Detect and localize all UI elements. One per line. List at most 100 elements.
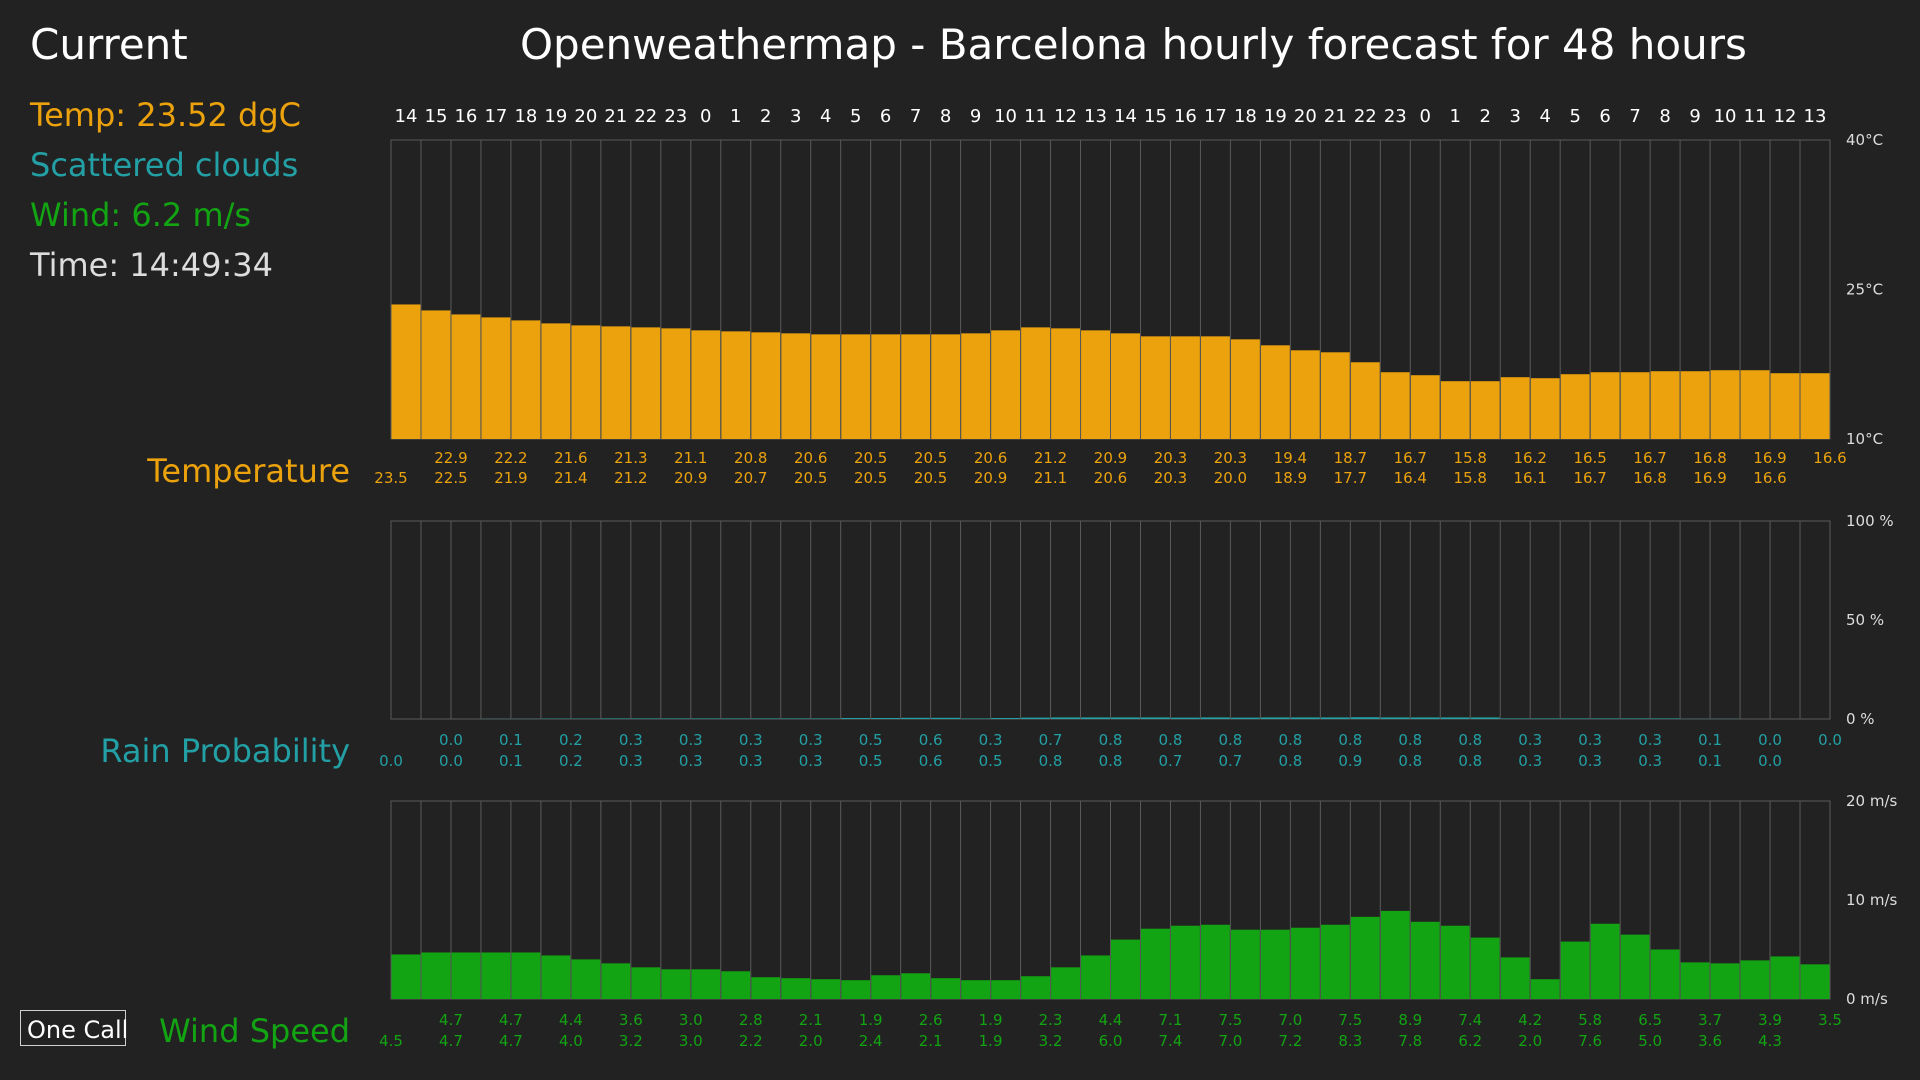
hour-label: 15 <box>425 106 448 127</box>
wind-value-label: 2.3 <box>1039 1011 1063 1029</box>
temperature-value-label: 20.5 <box>914 449 947 467</box>
rain-bar <box>1350 717 1380 719</box>
rain-value-label: 0.2 <box>559 752 583 770</box>
rain-bar <box>901 717 931 719</box>
temperature-bar <box>541 323 571 439</box>
temperature-value-label: 21.2 <box>1034 449 1067 467</box>
wind-value-label: 4.3 <box>1758 1032 1782 1050</box>
rain-value-label: 0.3 <box>1638 752 1662 770</box>
temperature-value-label: 20.9 <box>674 469 707 487</box>
wind-bar <box>961 980 991 999</box>
temperature-value-label: 20.6 <box>1094 469 1127 487</box>
temperature-bar <box>1021 327 1051 439</box>
temperature-bar <box>1530 378 1560 439</box>
rain-bar <box>1140 717 1170 719</box>
rain-value-label: 0.8 <box>1398 752 1422 770</box>
wind-bar <box>1260 929 1290 999</box>
hour-label: 12 <box>1774 106 1797 127</box>
temperature-value-label: 21.3 <box>614 449 647 467</box>
rain-value-label: 0.3 <box>979 731 1003 749</box>
hour-label: 8 <box>1659 106 1670 127</box>
hour-label: 2 <box>1480 106 1491 127</box>
rain-bar <box>1081 717 1110 719</box>
temperature-value-label: 21.9 <box>494 469 527 487</box>
rain-bar <box>1021 717 1051 719</box>
temperature-bar <box>1800 373 1830 439</box>
temperature-value-label: 20.6 <box>794 449 827 467</box>
rain-value-label: 0.3 <box>739 731 763 749</box>
wind-bar <box>391 954 421 999</box>
temperature-value-label: 21.4 <box>554 469 587 487</box>
rain-bar <box>991 718 1021 719</box>
hour-label: 5 <box>1569 106 1580 127</box>
rain-value-label: 0.1 <box>499 752 523 770</box>
wind-value-label: 4.2 <box>1518 1011 1542 1029</box>
rain-value-label: 0.8 <box>1458 731 1482 749</box>
rain-bar <box>1410 717 1440 719</box>
rain-value-label: 0.2 <box>559 731 583 749</box>
current-wind: Wind: 6.2 m/s <box>30 196 252 234</box>
rain-bar <box>961 718 991 719</box>
hour-label: 18 <box>514 106 537 127</box>
temperature-value-label: 16.7 <box>1633 449 1666 467</box>
wind-value-label: 2.8 <box>739 1011 763 1029</box>
rain-bar <box>1230 717 1260 719</box>
rain-bar <box>841 718 871 719</box>
wind-value-label: 7.5 <box>1338 1011 1362 1029</box>
wind-value-label: 4.7 <box>439 1032 463 1050</box>
rain-bar <box>631 718 661 719</box>
rain-ytick-label: 0 % <box>1846 710 1875 728</box>
wind-bar <box>601 963 631 999</box>
rain-bar <box>1650 718 1680 719</box>
rain-bar <box>1320 717 1350 719</box>
rain-value-label: 0.9 <box>1338 752 1362 770</box>
hour-label: 22 <box>634 106 657 127</box>
hour-label: 0 <box>700 106 711 127</box>
rain-value-label: 0.3 <box>679 752 703 770</box>
wind-value-label: 8.3 <box>1338 1032 1362 1050</box>
rain-value-label: 0.8 <box>1458 752 1482 770</box>
temperature-bar <box>1170 336 1200 439</box>
hour-label: 20 <box>574 106 597 127</box>
wind-bar <box>1051 967 1081 999</box>
temperature-value-label: 20.7 <box>734 469 767 487</box>
wind-bar <box>421 952 451 999</box>
wind-value-label: 4.4 <box>559 1011 583 1029</box>
temperature-bar <box>991 330 1021 439</box>
wind-bar <box>1470 937 1500 999</box>
hour-label: 23 <box>1384 106 1407 127</box>
wind-value-label: 3.0 <box>679 1032 703 1050</box>
wind-bar <box>1081 955 1110 999</box>
hour-label: 21 <box>604 106 627 127</box>
temperature-bar <box>1350 362 1380 439</box>
hour-label: 17 <box>484 106 507 127</box>
wind-bar <box>1021 976 1051 999</box>
temperature-value-label: 16.8 <box>1633 469 1666 487</box>
wind-bar <box>1320 924 1350 999</box>
rain-value-label: 0.8 <box>1278 731 1302 749</box>
one-call-button[interactable]: One Call <box>20 1010 128 1046</box>
temperature-value-label: 20.9 <box>974 469 1007 487</box>
hour-label: 16 <box>1174 106 1197 127</box>
temperature-bar <box>451 314 481 439</box>
wind-value-label: 7.5 <box>1218 1011 1242 1029</box>
temperature-bar <box>1440 381 1470 439</box>
wind-bar <box>1290 927 1320 999</box>
hour-label: 22 <box>1354 106 1377 127</box>
rain-value-label: 0.3 <box>1518 752 1542 770</box>
rain-value-label: 0.1 <box>1698 731 1722 749</box>
temperature-chart: 40°C 25°C 10°C 23.5 22.9 22.5 22.2 21.9 21.6 21.4… <box>374 131 1883 487</box>
wind-chart: 20 m/s 10 m/s 0 m/s 4.5 4.7 4.7 4.7 4.7 4.4 4.0 3.… <box>379 792 1897 1050</box>
rain-value-label: 0.8 <box>1159 731 1183 749</box>
wind-value-label: 4.5 <box>379 1032 403 1050</box>
wind-value-label: 2.4 <box>859 1032 883 1050</box>
temperature-ytick-label: 25°C <box>1846 281 1883 299</box>
temperature-value-label: 20.5 <box>854 449 887 467</box>
wind-value-label: 6.0 <box>1099 1032 1123 1050</box>
temperature-bar <box>1290 350 1320 439</box>
rain-value-label: 0.8 <box>1099 752 1123 770</box>
hour-label: 19 <box>544 106 567 127</box>
wind-bar <box>931 978 961 999</box>
wind-value-label: 2.0 <box>799 1032 823 1050</box>
